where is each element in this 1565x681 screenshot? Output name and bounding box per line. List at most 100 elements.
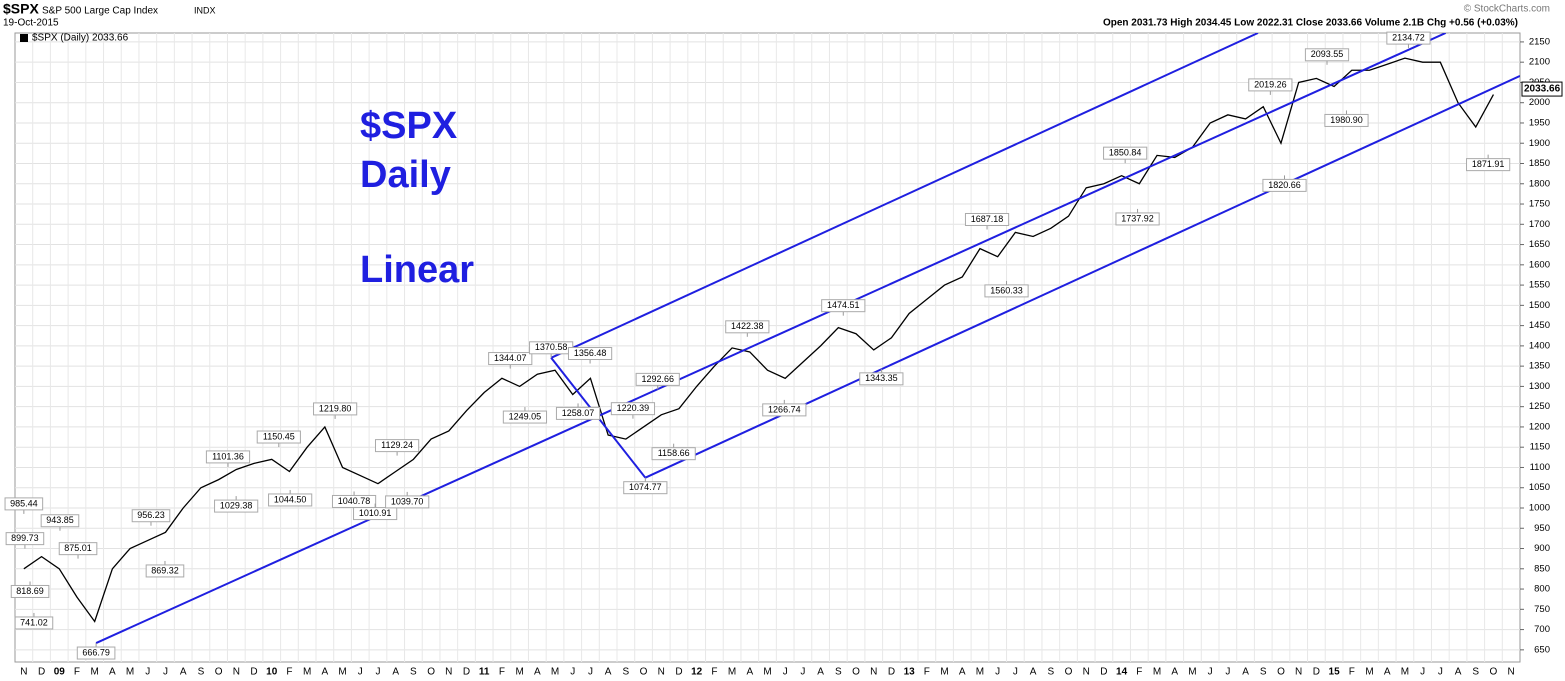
x-tick-label: F — [1349, 667, 1355, 678]
annotation-label: 1370.58 — [535, 342, 568, 352]
x-tick-label: 09 — [54, 667, 66, 678]
annotation-label: 899.73 — [11, 533, 39, 543]
x-tick-label: A — [817, 667, 824, 678]
annotation-box — [374, 439, 420, 453]
annotation-label: 1220.39 — [617, 403, 650, 413]
annotation-label: 1820.66 — [1268, 180, 1301, 190]
x-tick-label: O — [1277, 667, 1285, 678]
x-tick-label: 14 — [1116, 667, 1128, 678]
y-tick-label: 1650 — [1529, 239, 1550, 250]
annotation-label: 2093.55 — [1311, 49, 1344, 59]
annotation-box — [14, 616, 54, 630]
y-tick-label: 1000 — [1529, 503, 1550, 514]
x-tick-label: N — [20, 667, 27, 678]
x-tick-label: J — [163, 667, 168, 678]
x-tick-label: N — [233, 667, 240, 678]
x-tick-label: M — [940, 667, 948, 678]
x-tick-label: F — [711, 667, 717, 678]
x-tick-label: O — [1490, 667, 1498, 678]
x-tick-label: J — [588, 667, 593, 678]
annotation-box — [1466, 158, 1511, 172]
last-price-box — [1521, 81, 1563, 97]
annotation-box — [610, 402, 656, 416]
annotation-box — [859, 372, 904, 386]
x-tick-label: O — [1065, 667, 1073, 678]
x-tick-label: M — [126, 667, 134, 678]
annotation-label: 1850.84 — [1109, 148, 1142, 158]
annotation-box — [5, 532, 45, 546]
annotation-box — [205, 450, 251, 464]
annotation-label: 1474.51 — [827, 300, 860, 310]
x-tick-label: M — [1188, 667, 1196, 678]
x-tick-label: J — [1013, 667, 1018, 678]
annotation-box — [76, 646, 116, 660]
y-tick-label: 1600 — [1529, 259, 1550, 270]
x-tick-label: M — [1401, 667, 1409, 678]
exchange: INDX — [194, 5, 216, 15]
x-tick-label: S — [1260, 667, 1267, 678]
y-tick-label: 1900 — [1529, 138, 1550, 149]
annotation-box — [488, 352, 533, 366]
annotation-label: 1344.07 — [494, 353, 527, 363]
annotation-box — [4, 497, 44, 511]
note: Daily — [360, 154, 451, 196]
y-tick-label: 1050 — [1529, 482, 1550, 493]
annotation-box — [353, 507, 398, 521]
x-tick-label: M — [551, 667, 559, 678]
annotation-label: 1343.35 — [865, 373, 898, 383]
annotation-box — [313, 402, 358, 416]
annotation-box — [256, 430, 301, 444]
note: Linear — [360, 249, 474, 291]
note: $SPX — [360, 105, 458, 147]
last-price-label: 2033.66 — [1524, 84, 1561, 95]
grid — [15, 33, 1524, 662]
x-tick-label: S — [198, 667, 205, 678]
trendline — [95, 33, 1447, 644]
trendline — [550, 33, 1259, 359]
annotation-label: 1737.92 — [1121, 213, 1154, 223]
x-tick-label: J — [1208, 667, 1213, 678]
x-tick-label: J — [570, 667, 575, 678]
annotation-label: 818.69 — [16, 586, 44, 596]
annotation-label: 2134.72 — [1392, 32, 1425, 42]
x-tick-label: J — [995, 667, 1000, 678]
x-tick-label: N — [445, 667, 452, 678]
annotation-box — [1386, 31, 1431, 45]
annotation-label: 1258.07 — [562, 408, 595, 418]
annotation-box — [762, 403, 807, 417]
annotation-box — [1103, 146, 1148, 160]
x-tick-label: A — [322, 667, 329, 678]
annotation-label: 1560.33 — [990, 285, 1023, 295]
x-tick-label: F — [286, 667, 292, 678]
x-tick-label: D — [38, 667, 45, 678]
y-tick-label: 1850 — [1529, 158, 1550, 169]
x-tick-label: J — [1420, 667, 1425, 678]
x-tick-label: M — [303, 667, 311, 678]
x-tick-label: J — [1225, 667, 1230, 678]
x-tick-label: F — [499, 667, 505, 678]
y-tick-label: 1150 — [1530, 442, 1550, 453]
x-tick-label: A — [1242, 667, 1249, 678]
y-tick-label: 800 — [1534, 584, 1550, 595]
x-tick-label: A — [746, 667, 753, 678]
y-tick-label: 2150 — [1529, 36, 1550, 47]
y-tick-label: 1450 — [1529, 320, 1550, 331]
x-tick-label: J — [358, 667, 363, 678]
annotation-label: 1101.36 — [212, 451, 244, 461]
x-tick-label: 10 — [266, 667, 278, 678]
annotation-label: 1422.38 — [731, 321, 764, 331]
x-tick-label: O — [215, 667, 223, 678]
annotation-label: 666.79 — [82, 647, 110, 657]
annotation-label: 956.23 — [137, 510, 165, 520]
annotation-box — [1324, 113, 1369, 127]
x-tick-label: J — [1438, 667, 1443, 678]
y-tick-label: 950 — [1534, 523, 1550, 534]
annotation-box — [131, 509, 171, 523]
annotation-box — [821, 299, 866, 313]
y-tick-label: 1200 — [1529, 421, 1550, 432]
annotation-box — [1248, 78, 1293, 92]
annotation-label: 1266.74 — [768, 404, 801, 414]
x-tick-label: D — [1313, 667, 1320, 678]
x-tick-label: F — [924, 667, 930, 678]
